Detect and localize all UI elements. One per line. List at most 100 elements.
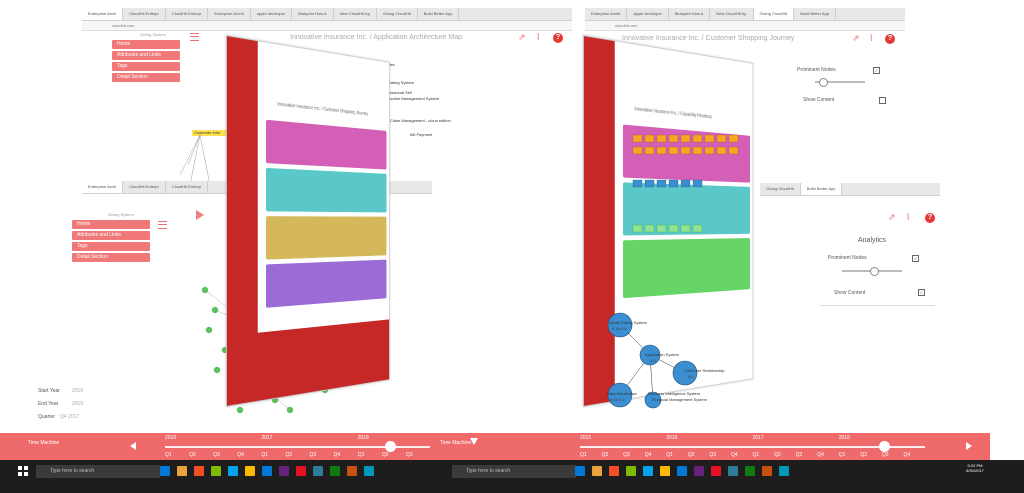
next-arrow-icon[interactable] xyxy=(966,442,972,450)
timeline-quarter[interactable]: Q1 xyxy=(165,452,172,458)
taskbar-app-icon[interactable] xyxy=(711,466,721,476)
filter-value[interactable]: Q4 2017 xyxy=(60,414,79,420)
taskbar-app-icon[interactable] xyxy=(762,466,772,476)
analytics-icon[interactable]: ⌇ xyxy=(906,212,910,223)
share-icon[interactable]: ⇗ xyxy=(518,32,526,43)
taskbar-app-icon[interactable] xyxy=(296,466,306,476)
browser-tab[interactable]: Blueprint How A xyxy=(292,8,333,20)
menu-item-tags[interactable]: Tags xyxy=(72,242,150,251)
taskbar-app-icon[interactable] xyxy=(228,466,238,476)
browser-tab[interactable]: Enterprise Archi xyxy=(82,181,123,193)
browser-tab[interactable]: Enterprise Archit xyxy=(208,8,250,20)
timeline-quarter[interactable]: Q4 xyxy=(237,452,244,458)
browser-tab[interactable]: CloudHit Enterpr xyxy=(166,181,209,193)
browser-tab[interactable]: Giving CloudHit xyxy=(377,8,418,20)
timeline-quarter[interactable]: Q3 xyxy=(796,452,803,458)
timeline-quarter[interactable]: Q1 xyxy=(839,452,846,458)
timeline-left[interactable]: Q1 Q2 Q3 Q4 Q1 Q2 Q3 Q4 Q1 Q2 Q3 2016 2017 2018 xyxy=(165,433,430,460)
prominent-nodes-slider[interactable] xyxy=(842,270,902,272)
browser-tab[interactable]: Blueprint How A xyxy=(669,8,710,20)
menu-item-home[interactable]: Home xyxy=(72,220,150,229)
taskbar-app-icon[interactable] xyxy=(177,466,187,476)
browser-tab[interactable]: New CloudHit Ap xyxy=(334,8,377,20)
taskbar-app-icon[interactable] xyxy=(575,466,585,476)
timeline-quarter[interactable]: Q4 xyxy=(731,452,738,458)
timeline-quarter[interactable]: Q4 xyxy=(645,452,652,458)
windows-start-icon[interactable] xyxy=(18,466,28,476)
menu-item-attributes[interactable]: Attributes and Links xyxy=(112,51,180,60)
taskbar-app-icon[interactable] xyxy=(313,466,323,476)
prev-arrow-icon[interactable] xyxy=(130,442,136,450)
timeline-quarter[interactable]: Q1 xyxy=(580,452,587,458)
timeline-quarter[interactable]: Q3 xyxy=(310,452,317,458)
slider-knob[interactable] xyxy=(819,78,828,87)
play-icon[interactable] xyxy=(196,210,204,220)
timeline-quarter[interactable]: Q2 xyxy=(602,452,609,458)
filter-value[interactable]: 2016 xyxy=(72,388,83,394)
timeline-quarter[interactable]: Q1 xyxy=(753,452,760,458)
timeline-quarter[interactable]: Q2 xyxy=(382,452,389,458)
browser-tab[interactable]: CloudHit Enterpr xyxy=(123,181,166,193)
prominent-nodes-slider[interactable] xyxy=(815,81,865,83)
share-icon[interactable]: ⇗ xyxy=(852,33,860,44)
timeline-quarter[interactable]: Q3 xyxy=(406,452,413,458)
browser-tab[interactable]: Enterprise Archi xyxy=(82,8,123,20)
browser-tab[interactable]: Build Better App xyxy=(801,183,843,195)
taskbar-app-icon[interactable] xyxy=(194,466,204,476)
taskbar-app-icon[interactable] xyxy=(211,466,221,476)
hamburger-menu-icon[interactable] xyxy=(158,221,167,229)
taskbar-app-icon[interactable] xyxy=(626,466,636,476)
browser-tab[interactable]: New CloudHit Ap xyxy=(710,8,753,20)
timeline-quarter[interactable]: Q4 xyxy=(334,452,341,458)
taskbar-app-icon[interactable] xyxy=(728,466,738,476)
timeline-quarter[interactable]: Q2 xyxy=(860,452,867,458)
share-icon[interactable]: ⇗ xyxy=(888,212,896,223)
browser-tab[interactable]: apple developer xyxy=(251,8,292,20)
show-content-checkbox[interactable]: ✓ xyxy=(918,289,925,296)
timeline-handle[interactable] xyxy=(879,441,890,452)
taskbar-app-icon[interactable] xyxy=(779,466,789,476)
timeline-quarter[interactable]: Q1 xyxy=(261,452,268,458)
taskbar-app-icon[interactable] xyxy=(745,466,755,476)
menu-item-detail[interactable]: Detail Section xyxy=(72,253,150,262)
timeline-quarter[interactable]: Q4 xyxy=(817,452,824,458)
search-input[interactable]: Giving System xyxy=(108,212,134,217)
address-bar[interactable]: cloudhit.com xyxy=(585,21,905,31)
browser-tab[interactable]: Giving CloudHit xyxy=(754,8,795,20)
taskbar-app-icon[interactable] xyxy=(262,466,272,476)
menu-item-home[interactable]: Home xyxy=(112,40,180,49)
browser-tab[interactable]: Giving CloudHit xyxy=(760,183,801,195)
taskbar-app-icon[interactable] xyxy=(279,466,289,476)
address-bar[interactable]: cloudhit.com xyxy=(82,21,572,31)
taskbar-app-icon[interactable] xyxy=(677,466,687,476)
help-icon[interactable]: ? xyxy=(925,213,935,223)
taskbar-app-icon[interactable] xyxy=(364,466,374,476)
taskbar-app-icon[interactable] xyxy=(643,466,653,476)
browser-tab[interactable]: Build Better App xyxy=(418,8,460,20)
timeline-quarter[interactable]: Q3 xyxy=(213,452,220,458)
search-input[interactable]: Giving System xyxy=(140,32,166,37)
filter-value[interactable]: 2019 xyxy=(72,401,83,407)
timeline-handle[interactable] xyxy=(385,441,396,452)
timeline-quarter[interactable]: Q2 xyxy=(285,452,292,458)
timeline-right[interactable]: Q1 Q2 Q3 Q4 Q1 Q2 Q3 Q4 Q1 Q2 Q3 Q4 Q1 Q2 Q3 Q4 2015 2016… xyxy=(580,433,925,460)
taskbar-app-icon[interactable] xyxy=(660,466,670,476)
taskbar-search-input[interactable]: Type here to search xyxy=(452,465,576,478)
slider-knob[interactable] xyxy=(870,267,879,276)
filter-icon[interactable] xyxy=(470,438,478,445)
menu-item-tags[interactable]: Tags xyxy=(112,62,180,71)
browser-tab[interactable]: Build Better App xyxy=(794,8,836,20)
taskbar-app-icon[interactable] xyxy=(592,466,602,476)
analytics-icon[interactable]: ⌇ xyxy=(536,32,540,43)
timeline-quarter[interactable]: Q2 xyxy=(688,452,695,458)
taskbar-search-input[interactable]: Type here to search xyxy=(36,465,160,478)
show-content-checkbox[interactable] xyxy=(879,97,886,104)
taskbar-app-icon[interactable] xyxy=(160,466,170,476)
prominent-nodes-checkbox[interactable]: ✓ xyxy=(912,255,919,262)
taskbar-app-icon[interactable] xyxy=(330,466,340,476)
menu-item-attributes[interactable]: Attributes and Links xyxy=(72,231,150,240)
help-icon[interactable]: ? xyxy=(553,33,563,43)
timeline-track[interactable] xyxy=(580,446,925,448)
timeline-quarter[interactable]: Q3 xyxy=(709,452,716,458)
browser-tab[interactable]: apple developer xyxy=(627,8,668,20)
